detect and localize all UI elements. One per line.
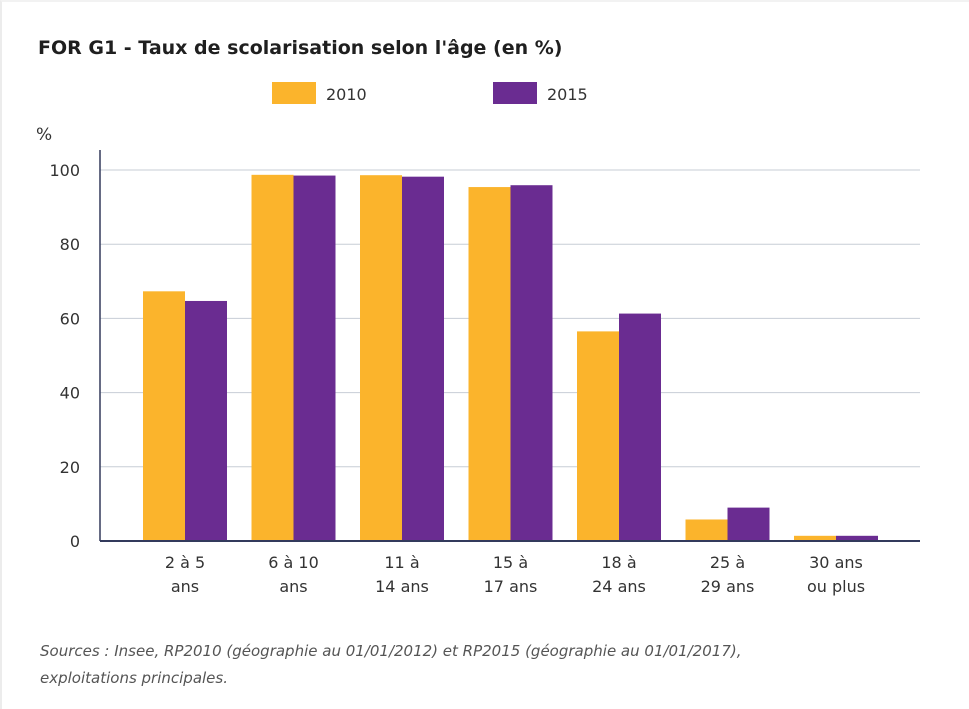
bar-2015-4 xyxy=(619,313,661,541)
bar-2010-4 xyxy=(577,331,619,541)
y-axis-unit: % xyxy=(36,125,52,145)
x-tick-label: ans xyxy=(171,577,199,596)
x-tick-label: ans xyxy=(279,577,307,596)
legend: 2010 2015 xyxy=(272,82,588,104)
x-tick-label: 11 à xyxy=(384,553,419,572)
y-tick-label: 20 xyxy=(60,458,80,477)
legend-label-2015: 2015 xyxy=(547,85,588,104)
bar-2015-3 xyxy=(510,185,553,541)
bar-2010-1 xyxy=(251,174,294,541)
x-tick-label: 18 à xyxy=(601,553,636,572)
chart-title: FOR G1 - Taux de scolarisation selon l'â… xyxy=(38,37,563,59)
x-tick-label: 24 ans xyxy=(592,577,646,596)
legend-swatch-2015 xyxy=(493,82,537,104)
bar-2015-6 xyxy=(836,535,878,541)
bar-2015-5 xyxy=(727,507,770,541)
source-line-1: Sources : Insee, RP2010 (géographie au 0… xyxy=(40,642,741,660)
x-tick-label: 29 ans xyxy=(701,577,755,596)
legend-label-2010: 2010 xyxy=(326,85,367,104)
x-tick-label: 17 ans xyxy=(484,577,538,596)
legend-swatch-2010 xyxy=(272,82,316,104)
x-tick-label: 30 ans xyxy=(809,553,863,572)
axes xyxy=(99,150,920,542)
x-tick-label: 6 à 10 xyxy=(268,553,319,572)
source-note: Sources : Insee, RP2010 (géographie au 0… xyxy=(40,642,741,687)
x-tick-label: 14 ans xyxy=(375,577,429,596)
y-axis-ticks: 0 20 40 60 80 100 xyxy=(49,161,80,551)
y-tick-label: 100 xyxy=(49,161,80,180)
x-tick-label: 15 à xyxy=(493,553,528,572)
x-tick-label: 2 à 5 xyxy=(165,553,205,572)
bar-2015-2 xyxy=(402,176,444,542)
bar-2015-1 xyxy=(293,175,336,541)
bar-2010-3 xyxy=(468,187,511,542)
x-tick-label: 25 à xyxy=(710,553,745,572)
bars xyxy=(143,174,878,542)
y-tick-label: 0 xyxy=(70,532,80,551)
x-tick-label: ou plus xyxy=(807,577,865,596)
x-axis-labels: 2 à 5 ans 6 à 10 ans 11 à 14 ans 15 à 17 ans 18 … xyxy=(165,553,865,596)
y-tick-label: 40 xyxy=(60,384,80,403)
bar-2010-5 xyxy=(685,519,728,541)
y-tick-label: 80 xyxy=(60,235,80,254)
bar-2015-0 xyxy=(185,300,227,541)
bar-2010-2 xyxy=(360,175,402,541)
y-tick-label: 60 xyxy=(60,309,80,328)
bar-2010-0 xyxy=(143,291,185,541)
bar-2010-6 xyxy=(794,535,836,541)
source-line-2: exploitations principales. xyxy=(40,669,228,687)
